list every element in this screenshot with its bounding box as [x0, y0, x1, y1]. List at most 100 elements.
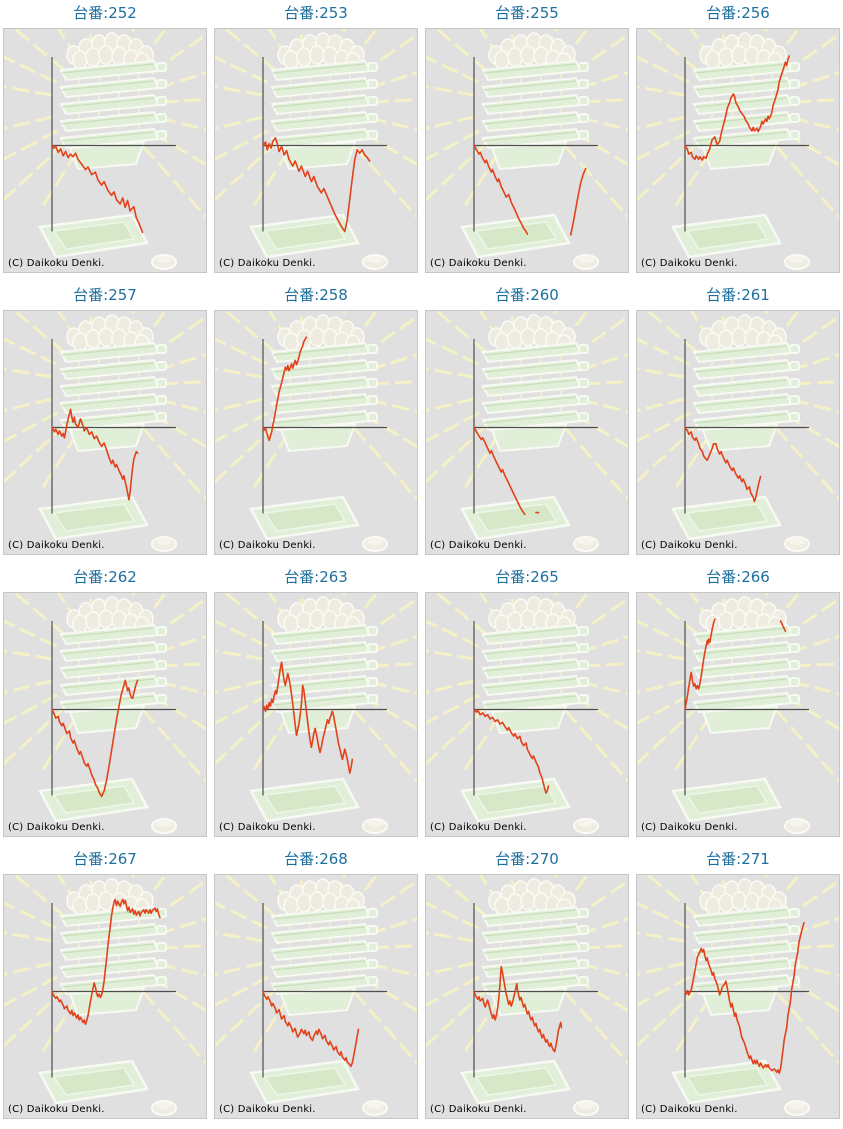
slump-graph-panel[interactable]: (C) Daikoku Denki. — [214, 310, 418, 555]
slump-graph-panel[interactable]: (C) Daikoku Denki. — [3, 592, 207, 837]
machine-chart-cell: 台番:265 (C) Daikoku Denki. — [425, 564, 629, 837]
slump-graph — [426, 593, 628, 835]
slump-graph — [4, 593, 206, 835]
slump-line — [473, 708, 550, 794]
machine-number-title: 台番:253 — [284, 4, 348, 22]
slump-graph-panel[interactable]: (C) Daikoku Denki. — [425, 874, 629, 1119]
slump-line — [51, 898, 161, 1025]
copyright-label: (C) Daikoku Denki. — [641, 822, 738, 833]
slump-graph — [4, 311, 206, 553]
machine-number-title: 台番:260 — [495, 286, 559, 304]
copyright-label: (C) Daikoku Denki. — [8, 540, 105, 551]
slump-graph — [637, 593, 839, 835]
pachinko-watermark — [637, 29, 839, 271]
slump-graph — [215, 875, 417, 1117]
machine-number-title: 台番:266 — [706, 568, 770, 586]
slump-graph — [426, 29, 628, 271]
slump-graph-panel[interactable]: (C) Daikoku Denki. — [214, 874, 418, 1119]
machine-chart-cell: 台番:261 (C) Daikoku Denki. — [636, 282, 840, 555]
slump-line — [51, 144, 144, 234]
pachinko-watermark — [215, 311, 417, 553]
machine-chart-cell: 台番:263 (C) Daikoku Denki. — [214, 564, 418, 837]
machine-number-title: 台番:263 — [284, 568, 348, 586]
slump-graph — [215, 311, 417, 553]
pachinko-watermark — [4, 311, 206, 553]
pachinko-watermark — [4, 875, 206, 1117]
machine-chart-cell: 台番:258 (C) Daikoku Denki. — [214, 282, 418, 555]
copyright-label: (C) Daikoku Denki. — [8, 822, 105, 833]
slump-graph — [637, 311, 839, 553]
pachinko-watermark — [215, 593, 417, 835]
slump-graph-panel[interactable]: (C) Daikoku Denki. — [636, 874, 840, 1119]
machine-number-title: 台番:265 — [495, 568, 559, 586]
copyright-label: (C) Daikoku Denki. — [8, 1104, 105, 1115]
machine-chart-cell: 台番:257 (C) Daikoku Denki. — [3, 282, 207, 555]
machine-chart-cell: 台番:255 (C) Daikoku Denki. — [425, 0, 629, 273]
slump-line — [473, 426, 526, 516]
slump-graph-panel[interactable]: (C) Daikoku Denki. — [636, 28, 840, 273]
machine-number-title: 台番:261 — [706, 286, 770, 304]
slump-graph — [4, 875, 206, 1117]
copyright-label: (C) Daikoku Denki. — [430, 1104, 527, 1115]
copyright-label: (C) Daikoku Denki. — [641, 540, 738, 551]
slump-graph-panel[interactable]: (C) Daikoku Denki. — [3, 28, 207, 273]
slump-graph-panel[interactable]: (C) Daikoku Denki. — [425, 28, 629, 273]
machine-chart-cell: 台番:271 (C) Daikoku Denki. — [636, 846, 840, 1119]
slump-line — [262, 990, 360, 1068]
slump-graph-panel[interactable]: (C) Daikoku Denki. — [425, 310, 629, 555]
copyright-label: (C) Daikoku Denki. — [641, 258, 738, 269]
machine-number-title: 台番:268 — [284, 850, 348, 868]
slump-line — [779, 620, 787, 633]
machine-number-title: 台番:252 — [73, 4, 137, 22]
pachinko-watermark — [426, 875, 628, 1117]
machine-chart-cell: 台番:267 (C) Daikoku Denki. — [3, 846, 207, 1119]
copyright-label: (C) Daikoku Denki. — [641, 1104, 738, 1115]
slump-graph — [215, 593, 417, 835]
machine-number-title: 台番:257 — [73, 286, 137, 304]
slump-graph — [426, 875, 628, 1117]
copyright-label: (C) Daikoku Denki. — [219, 822, 316, 833]
slump-graph-panel[interactable]: (C) Daikoku Denki. — [425, 592, 629, 837]
pachinko-watermark — [4, 593, 206, 835]
pachinko-watermark — [637, 875, 839, 1117]
slump-graph-panel[interactable]: (C) Daikoku Denki. — [3, 310, 207, 555]
slump-graph-panel[interactable]: (C) Daikoku Denki. — [214, 592, 418, 837]
slump-line — [473, 144, 529, 235]
machine-number-title: 台番:256 — [706, 4, 770, 22]
machine-chart-cell: 台番:270 (C) Daikoku Denki. — [425, 846, 629, 1119]
slump-line — [262, 661, 354, 774]
slump-line — [51, 679, 139, 798]
pachinko-watermark — [215, 29, 417, 271]
machine-chart-cell: 台番:266 (C) Daikoku Denki. — [636, 564, 840, 837]
slump-graph-panel[interactable]: (C) Daikoku Denki. — [214, 28, 418, 273]
pachinko-watermark — [426, 593, 628, 835]
slump-line — [473, 965, 563, 1053]
copyright-label: (C) Daikoku Denki. — [219, 1104, 316, 1115]
slump-line — [51, 408, 139, 501]
slump-graph-panel[interactable]: (C) Daikoku Denki. — [636, 310, 840, 555]
slump-line — [262, 137, 371, 233]
machine-number-title: 台番:270 — [495, 850, 559, 868]
machine-number-title: 台番:262 — [73, 568, 137, 586]
copyright-label: (C) Daikoku Denki. — [219, 540, 316, 551]
machine-chart-cell: 台番:252 (C) Daikoku Denki. — [3, 0, 207, 273]
slump-graph-panel[interactable]: (C) Daikoku Denki. — [636, 592, 840, 837]
copyright-label: (C) Daikoku Denki. — [219, 258, 316, 269]
slump-graph-panel[interactable]: (C) Daikoku Denki. — [3, 874, 207, 1119]
slump-line — [684, 618, 716, 711]
copyright-label: (C) Daikoku Denki. — [430, 258, 527, 269]
copyright-label: (C) Daikoku Denki. — [8, 258, 105, 269]
slump-graph — [4, 29, 206, 271]
copyright-label: (C) Daikoku Denki. — [430, 540, 527, 551]
pachinko-watermark — [637, 593, 839, 835]
machine-chart-cell: 台番:260 (C) Daikoku Denki. — [425, 282, 629, 555]
machine-chart-cell: 台番:253 (C) Daikoku Denki. — [214, 0, 418, 273]
copyright-label: (C) Daikoku Denki. — [430, 822, 527, 833]
machine-chart-cell: 台番:262 (C) Daikoku Denki. — [3, 564, 207, 837]
machine-chart-cell: 台番:268 (C) Daikoku Denki. — [214, 846, 418, 1119]
slump-line — [684, 55, 790, 161]
slump-line — [684, 921, 805, 1074]
slump-graph — [637, 875, 839, 1117]
slump-line — [684, 426, 762, 503]
